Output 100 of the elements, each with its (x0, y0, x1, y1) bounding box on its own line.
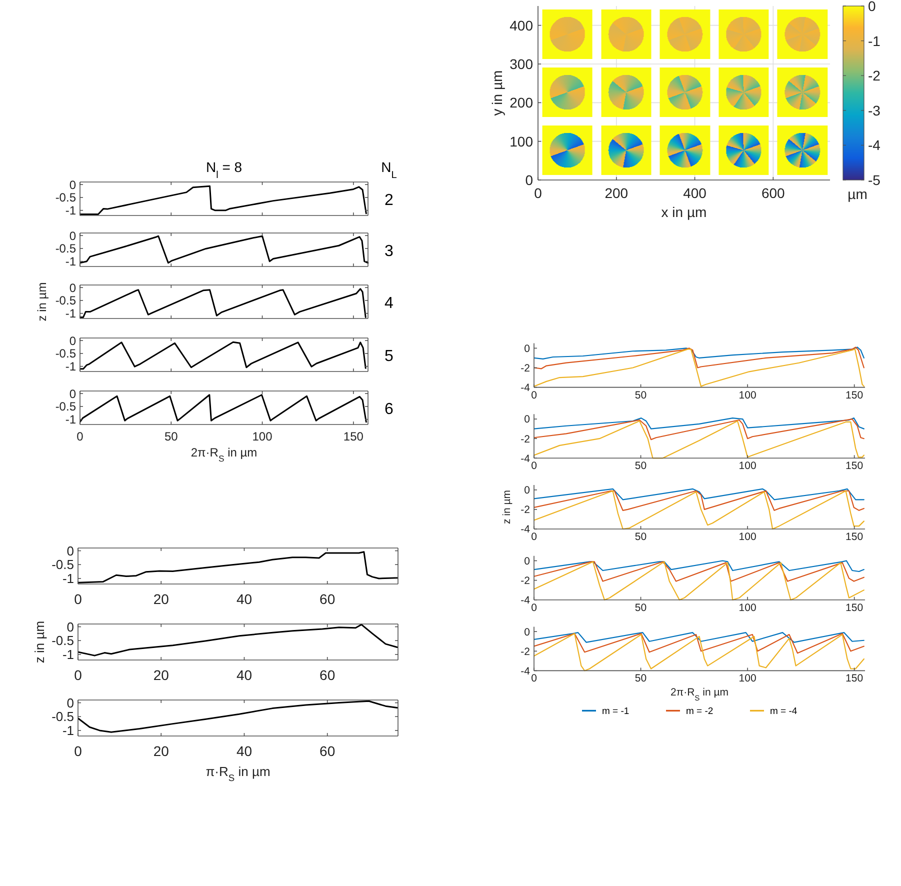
x-tick-label: 100 (738, 460, 756, 472)
x-tick-label: 50 (634, 602, 647, 614)
y-tick-label: -0.5 (52, 633, 74, 648)
x-tick-label: 150 (846, 531, 864, 543)
x-tick-label: 50 (634, 531, 647, 543)
y-tick-label: -0.5 (55, 242, 76, 256)
line-series (80, 341, 366, 370)
y-tick-label: -2 (520, 574, 530, 587)
legend-label: m = -2 (686, 706, 714, 718)
y-tick-label: 0 (524, 555, 530, 568)
y-tick-label: -0.5 (52, 709, 74, 724)
x-tick-label: 150 (846, 602, 864, 614)
y-tick-label: 0 (69, 228, 76, 243)
line-series (534, 488, 864, 500)
x-tick-label: 100 (738, 672, 756, 685)
y-tick-label: 200 (510, 94, 534, 111)
y-axis-title: z in µm (501, 490, 513, 524)
x-tick-label: 60 (320, 667, 336, 683)
line-series (78, 624, 398, 656)
line-series (80, 235, 369, 264)
line-series (534, 418, 864, 440)
chart-title: N$_{l}$ = 8 (206, 159, 242, 180)
line-series (534, 490, 864, 511)
y-tick-label: -0.5 (55, 400, 76, 414)
y-tick-label: 0 (524, 484, 530, 497)
line-series (534, 632, 864, 643)
y-axis-title: y in µm (489, 70, 505, 116)
legend-label: m = -1 (602, 706, 630, 718)
x-tick-label: 100 (738, 389, 756, 402)
y-tick-label: -4 (520, 382, 530, 394)
x-tick-label: 100 (738, 602, 756, 614)
y-tick-label: -1 (62, 571, 74, 586)
x-tick-label: 50 (164, 430, 178, 444)
y-tick-label: -2 (520, 646, 530, 658)
line-series (78, 551, 398, 584)
x-tick-label: 40 (236, 591, 252, 607)
x-tick-label: 60 (320, 743, 336, 759)
line-series (78, 700, 398, 733)
color-bar-label: -1 (868, 32, 881, 49)
y-tick-label: -0.5 (55, 346, 76, 361)
line-series (534, 418, 864, 430)
legend-label: m = -4 (770, 706, 798, 718)
y-tick-label: -2 (520, 504, 530, 516)
x-tick-label: 100 (738, 531, 756, 543)
x-axis-title: 2π·R$_{S}$ in µm (190, 446, 258, 464)
y-tick-label: -0.5 (55, 294, 76, 308)
line-series (534, 346, 864, 360)
y-tick-label: -4 (520, 452, 530, 465)
line-series (534, 346, 864, 370)
x-tick-label: 100 (252, 430, 273, 444)
y-tick-label: 0 (66, 695, 74, 710)
x-tick-label: 20 (153, 591, 170, 607)
y-tick-label: -1 (65, 254, 76, 269)
x-tick-label: 200 (604, 185, 628, 201)
text: 2 (384, 192, 394, 209)
line-series (80, 288, 366, 318)
y-tick-label: -0.5 (55, 190, 76, 205)
color-bar-label: -3 (868, 102, 881, 118)
x-tick-label: 150 (846, 460, 864, 472)
y-tick-label: -1 (65, 360, 76, 374)
text: 3 (384, 242, 394, 260)
line-series (534, 632, 864, 654)
y-tick-label: -1 (65, 412, 76, 427)
x-tick-label: 150 (846, 672, 864, 685)
x-tick-label: 150 (343, 430, 364, 444)
x-tick-label: 60 (320, 591, 336, 607)
y-axis-title: z in µm (32, 620, 47, 664)
text: 6 (384, 400, 394, 418)
text: 5 (384, 348, 394, 365)
color-bar-label: -4 (868, 137, 881, 154)
y-tick-label: -1 (62, 723, 74, 738)
line-series (534, 561, 864, 582)
color-bar-title: µm (848, 186, 868, 202)
x-tick-label: 20 (153, 743, 170, 759)
y-tick-label: 0 (524, 626, 530, 638)
text: N$_{L}$ (381, 159, 398, 180)
x-tick-label: 50 (634, 672, 647, 685)
x-tick-label: 150 (846, 389, 864, 402)
y-tick-label: -4 (520, 524, 530, 536)
line-series (80, 185, 367, 215)
y-tick-label: 0 (69, 334, 76, 348)
x-tick-label: 20 (153, 667, 170, 683)
y-tick-label: -4 (520, 665, 530, 678)
y-tick-label: -1 (65, 204, 76, 218)
y-tick-label: 100 (510, 133, 534, 150)
x-axis-title: π·R$_{S}$ in µm (206, 764, 270, 783)
text: 4 (384, 294, 394, 312)
x-tick-label: 600 (761, 185, 786, 201)
y-tick-label: -4 (520, 594, 530, 607)
y-tick-label: 0 (524, 414, 530, 426)
color-bar-label: 0 (868, 0, 876, 14)
y-tick-label: -2 (520, 362, 530, 374)
x-tick-label: 40 (236, 667, 252, 683)
y-tick-label: -1 (62, 647, 74, 662)
y-tick-label: 0 (525, 172, 534, 188)
y-tick-label: -1 (65, 306, 76, 321)
y-tick-label: 300 (510, 56, 534, 72)
x-tick-label: 40 (236, 743, 252, 759)
line-series (80, 394, 367, 423)
y-tick-label: 0 (524, 342, 530, 355)
